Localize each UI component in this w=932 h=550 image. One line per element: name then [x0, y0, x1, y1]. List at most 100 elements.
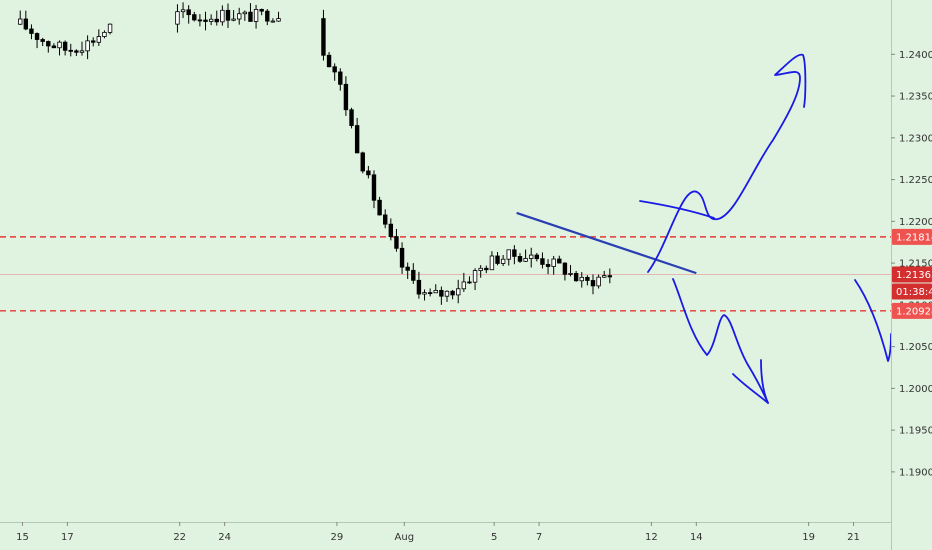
- level-badge-upper-text: 1.21814: [896, 232, 932, 243]
- candle: [562, 262, 568, 281]
- candle-body: [433, 289, 438, 294]
- candle: [175, 4, 180, 33]
- candle: [579, 272, 584, 288]
- candle: [276, 11, 281, 22]
- candle: [85, 35, 90, 60]
- y-tick-label: 1.23000: [899, 133, 932, 144]
- candle-body: [85, 40, 90, 52]
- candle: [551, 255, 556, 275]
- candle: [220, 5, 225, 26]
- candle-body: [208, 18, 214, 22]
- candle-body: [96, 36, 102, 43]
- x-tick-label: 7: [536, 532, 542, 543]
- candle: [557, 255, 562, 264]
- candle: [444, 290, 450, 302]
- candle: [427, 288, 433, 297]
- countdown-badge-bg: [892, 283, 932, 300]
- y-tick-label: 1.22000: [899, 217, 932, 228]
- candle: [540, 252, 545, 269]
- candle-body: [203, 19, 208, 22]
- candle-body: [461, 281, 467, 290]
- candle-body: [349, 109, 354, 126]
- candle-body: [332, 66, 337, 73]
- candle: [107, 23, 113, 35]
- bearish-arrow-head: [760, 359, 769, 404]
- candle: [51, 43, 57, 49]
- candle: [529, 247, 534, 268]
- candle: [79, 41, 85, 56]
- candle-body: [579, 276, 584, 282]
- candle: [512, 245, 517, 265]
- candle-body: [405, 266, 410, 271]
- candle-body: [57, 41, 62, 49]
- candle-body: [506, 249, 511, 260]
- candle: [259, 8, 264, 16]
- candle: [467, 276, 472, 284]
- candle: [506, 249, 511, 266]
- candle-body: [540, 258, 545, 265]
- candle: [383, 209, 388, 229]
- x-tick-label: 29: [331, 532, 344, 543]
- candle-body: [557, 258, 562, 264]
- level-badge-lower-bg: [892, 302, 932, 319]
- resistance-sketch: [639, 200, 715, 219]
- candle: [422, 289, 427, 301]
- candle-body: [175, 11, 180, 25]
- candle-body: [450, 290, 455, 296]
- x-tick-label: 14: [690, 532, 703, 543]
- candle: [102, 30, 107, 39]
- x-tick-label: 15: [16, 532, 29, 543]
- x-tick-label: 21: [847, 532, 860, 543]
- x-tick-label: Aug: [395, 532, 415, 543]
- candle-body: [276, 18, 281, 22]
- candle: [484, 265, 489, 274]
- candle-body: [51, 45, 57, 49]
- candle: [57, 40, 62, 56]
- candle: [433, 284, 438, 294]
- candle-body: [585, 276, 590, 281]
- candle: [461, 272, 467, 292]
- candle-body: [573, 273, 579, 282]
- x-tick-label: 5: [491, 532, 497, 543]
- candle-body: [107, 23, 113, 33]
- candle: [74, 49, 79, 56]
- candle: [40, 37, 45, 47]
- candle: [472, 268, 478, 291]
- x-tick-label: 22: [173, 532, 186, 543]
- candle: [534, 252, 540, 262]
- candle: [253, 4, 259, 29]
- candle: [34, 32, 40, 49]
- candle: [270, 18, 276, 23]
- candle-body: [253, 9, 259, 22]
- candle-body: [343, 83, 349, 111]
- candle: [366, 165, 371, 179]
- candle: [500, 254, 506, 267]
- candle: [517, 253, 523, 263]
- candle: [405, 262, 410, 279]
- y-tick-label: 1.23500: [899, 92, 932, 103]
- candle: [411, 263, 416, 284]
- candle-body: [602, 275, 607, 278]
- bearish-scenario-path: [672, 278, 769, 404]
- candle: [326, 52, 332, 68]
- candle: [394, 228, 399, 252]
- candle: [203, 11, 208, 31]
- candle: [399, 242, 405, 274]
- candle-body: [259, 9, 264, 12]
- candle-body: [596, 276, 601, 287]
- candle-body: [562, 262, 568, 275]
- candle: [242, 10, 248, 21]
- candle-body: [180, 9, 186, 13]
- candle-body: [270, 20, 276, 23]
- candle: [349, 107, 354, 129]
- candle-body: [192, 14, 197, 21]
- candle-body: [416, 279, 422, 295]
- candle: [478, 265, 483, 278]
- candle-body: [439, 289, 444, 297]
- candle: [596, 274, 601, 289]
- candle-body: [551, 258, 556, 267]
- candle: [332, 63, 337, 81]
- candle-body: [186, 9, 191, 16]
- candle-body: [237, 13, 242, 20]
